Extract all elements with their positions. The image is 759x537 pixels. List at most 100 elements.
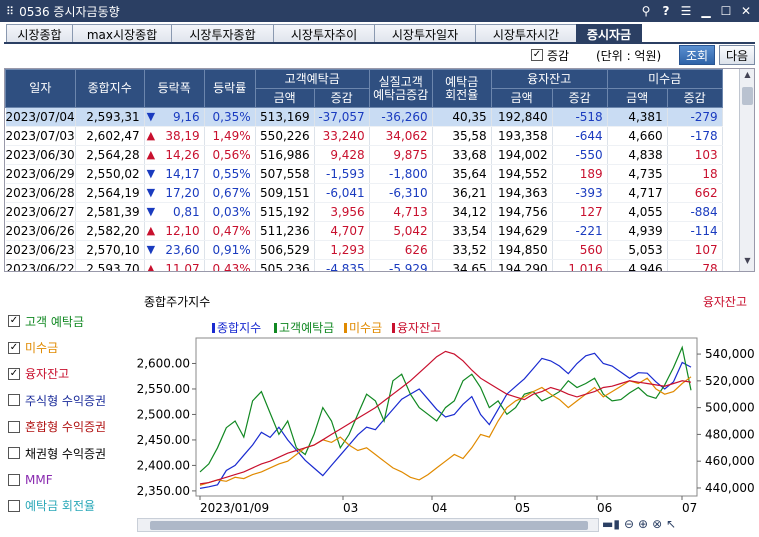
maximize-icon[interactable]: ☐ [720,4,732,18]
cell-unpaid-amount: 4,055 [607,202,668,222]
cell-value: 0,56% [212,148,251,162]
series-toggle[interactable]: 혼합형 수익증권 [8,414,133,440]
series-toggle[interactable]: ✓ 고객 예탁금 [8,308,133,334]
table-row[interactable]: 2023/06/29 2,550,02 ▼ 14,17 0,55% 507,558 -1,5… [5,164,723,184]
series-checkbox[interactable]: ✓ [8,315,20,328]
table-row[interactable]: 2023/06/28 2,564,19 ▼ 17,20 0,67% 509,151 -6,0… [5,183,723,203]
cell-value: 2,593,31 [86,110,140,124]
cell-value: -114 [690,224,718,238]
header-unpaid-delta[interactable]: 증감 [666,88,723,108]
y-left-tick-label: 2,400.00 [137,458,190,472]
grip-icon[interactable]: ⠿ [6,4,14,18]
cell-value: 33,68 [452,148,487,162]
series-toggle[interactable]: ✓ 미수금 [8,334,133,360]
query-button[interactable]: 조회 [679,45,715,65]
table-row[interactable]: 2023/07/03 2,602,47 ▲ 38,19 1,49% 550,226 33,2… [5,126,723,146]
header-turnover-line1: 예탁금 [445,74,479,89]
chart-horizontal-scrollbar[interactable] [137,518,599,532]
chart-scroll-thumb[interactable] [150,521,588,530]
scroll-down-icon[interactable]: ▼ [744,256,751,265]
header-margin-amount[interactable]: 금액 [490,88,553,108]
cell-turnover: 35,64 [432,164,492,184]
zoom-in-icon[interactable]: ⊕ [638,517,649,531]
header-date[interactable]: 일자 [5,69,76,108]
cell-value: 5,042 [393,224,428,238]
x-tick-label: 04 [432,501,447,515]
tab-market-investor-summary[interactable]: 시장투자종합 [171,24,274,43]
series-checkbox[interactable] [8,447,20,460]
series-checkbox[interactable] [8,394,20,407]
cell-value: 1,293 [330,243,365,257]
header-turnover[interactable]: 예탁금 회전율 [431,69,492,108]
scroll-up-icon[interactable]: ▲ [744,70,751,79]
cell-value: 189 [579,167,603,181]
change-checkbox[interactable]: ✓ [531,49,543,61]
header-index[interactable]: 종합지수 [74,69,145,108]
tab-market-funds[interactable]: 증시자금 [576,24,642,43]
series-checkbox[interactable]: ✓ [8,341,20,354]
header-deposit-delta[interactable]: 증감 [313,88,370,108]
series-toggle[interactable]: 채권형 수익증권 [8,440,133,466]
cell-value: 9,875 [393,148,428,162]
series-toggle[interactable]: ✓ 융자잔고 [8,361,133,387]
table-row[interactable]: 2023/07/04 2,593,31 ▼ 9,16 0,35% 513,169 -37,0… [5,107,723,127]
zoom-out-icon[interactable]: ⊖ [623,517,635,531]
cell-unpaid-amount: 4,717 [607,183,668,203]
change-checkbox-wrap[interactable]: ✓ 증감 [531,44,569,66]
table-row[interactable]: 2023/06/26 2,582,20 ▲ 12,10 0,47% 511,236 4,70… [5,221,723,241]
cell-margin-amount: 194,756 [491,202,553,222]
zoom-slider-icon[interactable]: ▬▮ [602,517,620,531]
cell-date: 2023/07/04 [5,107,76,127]
table-row[interactable]: 2023/06/22 2,593,70 ▲ 11,07 0,43% 505,236 -4,8… [5,259,723,272]
cell-value: 4,660 [628,129,663,143]
help-icon[interactable]: ? [662,4,670,18]
next-button[interactable]: 다음 [719,45,755,65]
table-row[interactable]: 2023/06/27 2,581,39 ▼ 0,81 0,03% 515,192 3,956… [5,202,723,222]
table-vertical-scrollbar[interactable]: ▲ ▼ [739,69,754,271]
header-margin[interactable]: 융자잔고 [490,69,608,89]
pin-icon[interactable]: ⚲ [641,4,651,18]
header-deposit-amount[interactable]: 금액 [254,88,315,108]
crosshair-icon[interactable]: ↖ [666,517,677,531]
cell-value: 0,47% [212,224,251,238]
header-deposit[interactable]: 고객예탁금 [254,69,370,89]
cell-value: -279 [690,110,718,124]
series-checkbox[interactable] [8,499,20,512]
scroll-thumb[interactable] [742,87,753,105]
cell-value: 2023/07/04 [5,110,75,124]
tab-market-investor-trend[interactable]: 시장투자추이 [273,24,375,43]
series-toggle[interactable]: MMF [8,466,133,492]
cell-unpaid-delta: -114 [667,221,723,241]
tab-max-market-summary[interactable]: max시장종합 [72,24,172,43]
cell-value: 2,570,10 [86,243,140,257]
cell-margin-delta: 127 [552,202,608,222]
cell-value: 2023/06/23 [5,243,75,257]
close-icon[interactable]: ✕ [740,4,752,18]
header-change[interactable]: 등락폭 [143,69,205,108]
series-toggle[interactable]: 예탁금 회전율 [8,493,133,519]
series-toggle[interactable]: 주식형 수익증권 [8,387,133,413]
cell-deposit-amount: 511,236 [255,221,315,241]
header-real-deposit[interactable]: 실질고객 예탁금증감 [368,69,433,108]
table-row[interactable]: 2023/06/23 2,570,10 ▼ 23,60 0,91% 506,529 1,29… [5,240,723,260]
series-checkbox[interactable] [8,473,20,486]
header-unpaid[interactable]: 미수금 [606,69,723,89]
zoom-reset-icon[interactable]: ⊗ [652,517,663,531]
cell-date: 2023/07/03 [5,126,76,146]
y-right-tick-label: 460,000 [705,454,755,468]
tab-market-investor-daily[interactable]: 시장투자일자 [374,24,476,43]
menu-icon[interactable]: ☰ [680,4,692,18]
cell-rate: 0,47% [204,221,256,241]
cell-value: 34,65 [452,262,487,272]
header-margin-delta[interactable]: 증감 [551,88,608,108]
series-checkbox[interactable] [8,420,20,433]
tab-market-summary[interactable]: 시장종합 [6,24,73,43]
series-checkbox-list: ✓ 고객 예탁금 ✓ 미수금 ✓ 융자잔고 주식형 수익증권 혼합형 수익증권 채권형 수익증권… [8,308,133,519]
series-checkbox[interactable]: ✓ [8,367,20,380]
table-row[interactable]: 2023/06/30 2,564,28 ▲ 14,26 0,56% 516,986 9,42… [5,145,723,165]
minimize-icon[interactable]: ▁ [701,4,711,18]
header-unpaid-amount[interactable]: 금액 [606,88,668,108]
tab-market-investor-time[interactable]: 시장투자시간 [475,24,577,43]
header-rate[interactable]: 등락률 [203,69,256,108]
cell-margin-delta: -221 [552,221,608,241]
